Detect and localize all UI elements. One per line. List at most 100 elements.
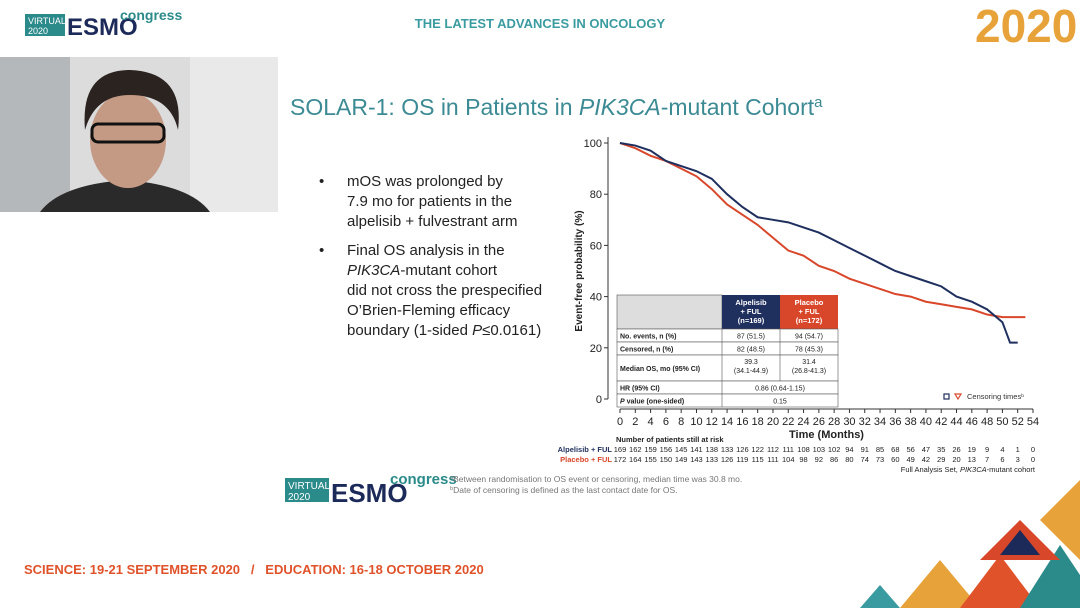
y-tick-label: 100: [584, 138, 602, 150]
text-run: boundary (1-sided: [347, 322, 472, 339]
y-tick-label: 20: [590, 343, 602, 355]
bullet-text: Final OS analysis in the: [347, 242, 505, 259]
esmo-logo: VIRTUAL 2020 ESMO congress: [25, 7, 182, 41]
table-header-bg: [780, 295, 838, 329]
table-header: (n=169): [738, 316, 765, 325]
risk-value: 122: [751, 445, 764, 454]
x-tick-label: 20: [767, 416, 779, 428]
x-tick-label: 8: [678, 416, 684, 428]
risk-value: 162: [629, 445, 642, 454]
x-tick-label: 44: [950, 416, 962, 428]
x-tick-label: 28: [828, 416, 840, 428]
y-axis-label: Event-free probability (%): [574, 210, 585, 331]
risk-value: 141: [690, 445, 703, 454]
logo-text: congress: [120, 7, 182, 23]
bullet: •: [319, 173, 324, 190]
table-header: Alpelisib: [735, 298, 767, 307]
risk-value: 80: [845, 455, 853, 464]
x-axis-label: Time (Months): [789, 429, 864, 441]
risk-value: 102: [828, 445, 841, 454]
risk-value: 111: [767, 455, 778, 464]
km-curve: [619, 142, 1018, 344]
logo-text: ESMO: [67, 14, 138, 41]
risk-value: 133: [706, 455, 719, 464]
table-label: Censored, n (%): [620, 347, 673, 354]
risk-value: 98: [799, 455, 807, 464]
table-cell: 31.4: [802, 359, 816, 366]
text-run: P: [472, 322, 482, 339]
risk-value: 164: [629, 455, 642, 464]
risk-value: 156: [660, 445, 673, 454]
logo-text: ESMO: [331, 478, 408, 508]
text-run: a: [450, 475, 454, 481]
legend-icons: [943, 393, 963, 401]
risk-value: 104: [782, 455, 795, 464]
risk-value: 19: [968, 445, 976, 454]
x-tick-label: 36: [889, 416, 901, 428]
risk-value: 169: [614, 445, 627, 454]
table-cell: 0.86 (0.64-1.15): [755, 386, 805, 393]
x-tick-label: 34: [874, 416, 886, 428]
text-run: PIK3CA: [960, 465, 987, 474]
y-tick-label: 0: [596, 394, 602, 406]
table-header: + FUL: [740, 307, 761, 316]
text-run: mOS was prolonged by: [347, 173, 503, 190]
risk-value: 35: [937, 445, 945, 454]
text-run: 7.9 mo for patients in the: [347, 193, 512, 210]
legend-label: Censoring timesb: [967, 392, 1024, 401]
bullet-text: O’Brien-Fleming efficacy: [347, 302, 511, 319]
km-curve: [619, 142, 1026, 319]
risk-value: 103: [813, 445, 826, 454]
text-run: Date of censoring is defined as the last…: [453, 485, 677, 495]
x-tick-label: 30: [843, 416, 855, 428]
x-tick-label: 4: [648, 416, 654, 428]
x-tick-label: 16: [736, 416, 748, 428]
risk-value: 92: [815, 455, 823, 464]
risk-value: 138: [706, 445, 719, 454]
table-cell: 87 (51.5): [737, 334, 765, 341]
risk-value: 0: [1031, 445, 1035, 454]
risk-value: 85: [876, 445, 884, 454]
x-tick-label: 2: [632, 416, 638, 428]
risk-value: 20: [952, 455, 960, 464]
chart-note: Full Analysis Set, PIK3CA-mutant cohort: [901, 465, 1036, 474]
logo-text: congress: [390, 471, 457, 488]
table-cell: (26.8-41.3): [792, 368, 826, 375]
x-tick-label: 40: [920, 416, 932, 428]
text-run: PIK3CA: [579, 94, 661, 120]
table-row: [616, 354, 839, 382]
risk-value: 150: [660, 455, 673, 464]
risk-value: 133: [721, 445, 734, 454]
risk-value: 74: [861, 455, 869, 464]
text-run: a: [814, 94, 823, 111]
bullet-text: did not cross the prespecified: [347, 282, 542, 299]
text-run: Between randomisation to OS event or cen…: [453, 474, 742, 484]
text-run: O’Brien-Fleming efficacy: [347, 302, 511, 319]
logo-text: 2020: [28, 26, 48, 36]
x-tick-label: 52: [1012, 416, 1024, 428]
risk-value: 172: [614, 455, 627, 464]
risk-value: 0: [1031, 455, 1035, 464]
risk-value: 73: [876, 455, 884, 464]
table-label: HR (95% CI): [620, 386, 660, 393]
risk-value: 145: [675, 445, 688, 454]
x-tick-label: 6: [663, 416, 669, 428]
risk-value: 56: [906, 445, 914, 454]
table-header: + FUL: [798, 307, 819, 316]
year: 2020: [975, 0, 1077, 52]
x-tick-label: 14: [721, 416, 733, 428]
risk-value: 111: [783, 445, 794, 454]
risk-label: Placebo + FUL: [560, 455, 612, 464]
y-tick-label: 40: [590, 292, 602, 304]
x-tick-label: 54: [1027, 416, 1039, 428]
x-tick-label: 46: [966, 416, 978, 428]
tagline: THE LATEST ADVANCES IN ONCOLOGY: [415, 16, 666, 31]
table-label: No. events, n (%): [620, 334, 676, 341]
text-run: b: [1021, 393, 1024, 399]
bullet-text: alpelisib + fulvestrant arm: [347, 213, 518, 230]
text-run: Full Analysis Set,: [901, 465, 960, 474]
risk-value: 9: [985, 445, 989, 454]
risk-value: 49: [906, 455, 914, 464]
esmo-logo: VIRTUAL 2020 ESMO congress: [285, 471, 457, 508]
risk-value: 29: [937, 455, 945, 464]
